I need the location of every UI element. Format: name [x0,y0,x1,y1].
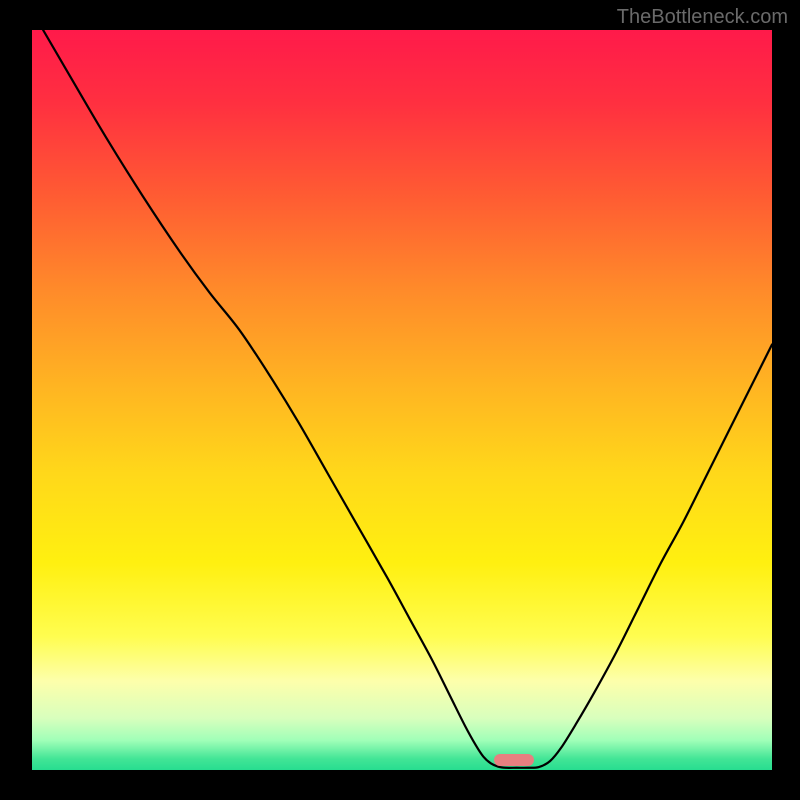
chart-background [32,30,772,770]
chart-svg [32,30,772,770]
chart-container [32,30,772,770]
watermark-text: TheBottleneck.com [617,6,788,29]
optimum-marker [494,754,534,766]
